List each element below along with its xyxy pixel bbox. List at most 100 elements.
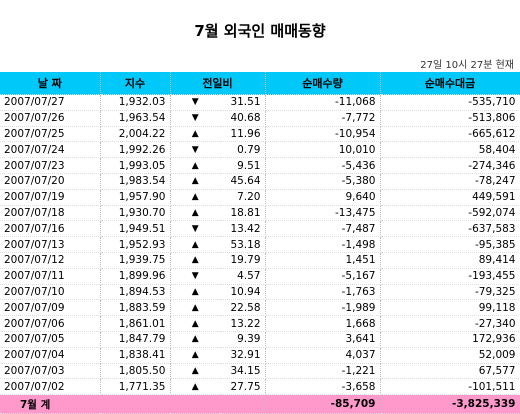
index-cell: 1,771.35 xyxy=(100,378,171,396)
quantity-cell: -11,068 xyxy=(265,94,381,111)
data-row: 2007/07/20 1,983.54 ▲ 45.64 -5,380 -78,247 xyxy=(0,173,520,190)
change-cell: 22.58 xyxy=(220,299,266,317)
direction-cell: ▲ xyxy=(170,173,220,190)
amount-cell: 67,577 xyxy=(380,363,520,380)
index-cell: 1,993.05 xyxy=(100,157,171,174)
direction-cell: ▲ xyxy=(170,205,220,222)
quantity-cell: -7,487 xyxy=(265,220,381,238)
direction-cell: ▼ xyxy=(170,268,220,285)
change-cell: 0.79 xyxy=(220,141,266,159)
index-cell: 1,805.50 xyxy=(100,363,171,380)
data-row: 2007/07/02 1,771.35 ▲ 27.75 -3,658 -101,511 xyxy=(0,378,520,396)
date-cell: 2007/07/10 xyxy=(0,284,101,301)
index-cell: 1,847.79 xyxy=(100,331,171,348)
data-row: 2007/07/05 1,847.79 ▲ 9.39 3,641 172,936 xyxy=(0,331,520,348)
change-cell: 4.57 xyxy=(220,268,266,285)
trade-table: 날 짜 지수 전일비 순매수량 순매수대금 2007/07/27 1,932.03… xyxy=(0,72,520,414)
data-row: 2007/07/16 1,949.51 ▼ 13.42 -7,487 -637,583 xyxy=(0,220,520,238)
amount-cell: -101,511 xyxy=(380,378,520,396)
date-cell: 2007/07/03 xyxy=(0,363,101,380)
index-cell: 1,963.54 xyxy=(100,110,171,127)
date-cell: 2007/07/12 xyxy=(0,252,101,269)
date-cell: 2007/07/04 xyxy=(0,347,101,364)
column-header: 날 짜 xyxy=(0,72,101,95)
quantity-cell: -1,989 xyxy=(265,299,381,317)
quantity-cell: -5,436 xyxy=(265,157,381,174)
change-cell: 18.81 xyxy=(220,205,266,222)
quantity-cell: -1,221 xyxy=(265,363,381,380)
index-cell: 1,932.03 xyxy=(100,94,171,111)
data-row: 2007/07/09 1,883.59 ▲ 22.58 -1,989 99,118 xyxy=(0,299,520,317)
change-cell: 10.94 xyxy=(220,284,266,301)
index-cell: 1,861.01 xyxy=(100,315,171,332)
data-row: 2007/07/06 1,861.01 ▲ 13.22 1,668 -27,340 xyxy=(0,315,520,332)
direction-cell: ▼ xyxy=(170,141,220,159)
quantity-cell: -5,380 xyxy=(265,173,381,190)
header-row: 날 짜 지수 전일비 순매수량 순매수대금 xyxy=(0,72,520,95)
data-row: 2007/07/03 1,805.50 ▲ 34.15 -1,221 67,577 xyxy=(0,363,520,380)
date-cell: 2007/07/09 xyxy=(0,299,101,317)
change-cell: 34.15 xyxy=(220,363,266,380)
quantity-cell: 4,037 xyxy=(265,347,381,364)
index-cell: 1,899.96 xyxy=(100,268,171,285)
data-row: 2007/07/19 1,957.90 ▲ 7.20 9,640 449,591 xyxy=(0,189,520,206)
data-row: 2007/07/24 1,992.26 ▼ 0.79 10,010 58,404 xyxy=(0,141,520,159)
direction-cell: ▲ xyxy=(170,157,220,174)
date-cell: 2007/07/27 xyxy=(0,94,101,111)
direction-cell: ▲ xyxy=(170,315,220,332)
direction-cell: ▼ xyxy=(170,220,220,238)
timestamp: 27일 10시 27분 현재 xyxy=(420,60,514,71)
date-cell: 2007/07/18 xyxy=(0,205,101,222)
column-header: 순매수대금 xyxy=(380,72,520,95)
quantity-cell: 1,451 xyxy=(265,252,381,269)
change-cell: 13.42 xyxy=(220,220,266,238)
index-cell: 2,004.22 xyxy=(100,126,171,143)
quantity-cell: -10,954 xyxy=(265,126,381,143)
change-cell: 13.22 xyxy=(220,315,266,332)
amount-cell: 172,936 xyxy=(380,331,520,348)
data-row: 2007/07/27 1,932.03 ▼ 31.51 -11,068 -535,710 xyxy=(0,94,520,111)
change-cell: 11.96 xyxy=(220,126,266,143)
amount-cell: -665,612 xyxy=(380,126,520,143)
date-cell: 2007/07/02 xyxy=(0,378,101,396)
date-cell: 2007/07/06 xyxy=(0,315,101,332)
index-cell: 1,992.26 xyxy=(100,141,171,159)
quantity-cell: 1,668 xyxy=(265,315,381,332)
amount-cell: -78,247 xyxy=(380,173,520,190)
change-cell: 31.51 xyxy=(220,94,266,111)
amount-cell: 449,591 xyxy=(380,189,520,206)
amount-cell: 52,009 xyxy=(380,347,520,364)
quantity-cell: -5,167 xyxy=(265,268,381,285)
change-cell: 32.91 xyxy=(220,347,266,364)
amount-cell: -274,346 xyxy=(380,157,520,174)
index-cell: 1,838.41 xyxy=(100,347,171,364)
direction-cell: ▲ xyxy=(170,299,220,317)
direction-cell: ▲ xyxy=(170,189,220,206)
index-cell: 1,939.75 xyxy=(100,252,171,269)
quantity-cell: -1,763 xyxy=(265,284,381,301)
change-cell: 7.20 xyxy=(220,189,266,206)
amount-cell: -535,710 xyxy=(380,94,520,111)
column-header: 지수 xyxy=(100,72,171,95)
index-cell: 1,930.70 xyxy=(100,205,171,222)
amount-cell: -513,806 xyxy=(380,110,520,127)
direction-cell: ▼ xyxy=(170,110,220,127)
index-cell: 1,894.53 xyxy=(100,284,171,301)
page: 7월 외국인 매매동향 27일 10시 27분 현재 날 짜 지수 전일비 순매… xyxy=(0,22,520,414)
total-amount: -3,825,339 xyxy=(380,394,520,414)
column-header: 순매수량 xyxy=(265,72,381,95)
direction-cell: ▲ xyxy=(170,363,220,380)
quantity-cell: 9,640 xyxy=(265,189,381,206)
total-quantity: -85,709 xyxy=(265,394,381,414)
amount-cell: -637,583 xyxy=(380,220,520,238)
date-cell: 2007/07/24 xyxy=(0,141,101,159)
data-row: 2007/07/26 1,963.54 ▼ 40.68 -7,772 -513,806 xyxy=(0,110,520,127)
date-cell: 2007/07/25 xyxy=(0,126,101,143)
change-cell: 27.75 xyxy=(220,378,266,396)
date-cell: 2007/07/26 xyxy=(0,110,101,127)
change-cell: 9.39 xyxy=(220,331,266,348)
date-cell: 2007/07/20 xyxy=(0,173,101,190)
change-cell: 53.18 xyxy=(220,236,266,253)
direction-cell: ▲ xyxy=(170,252,220,269)
index-cell: 1,983.54 xyxy=(100,173,171,190)
